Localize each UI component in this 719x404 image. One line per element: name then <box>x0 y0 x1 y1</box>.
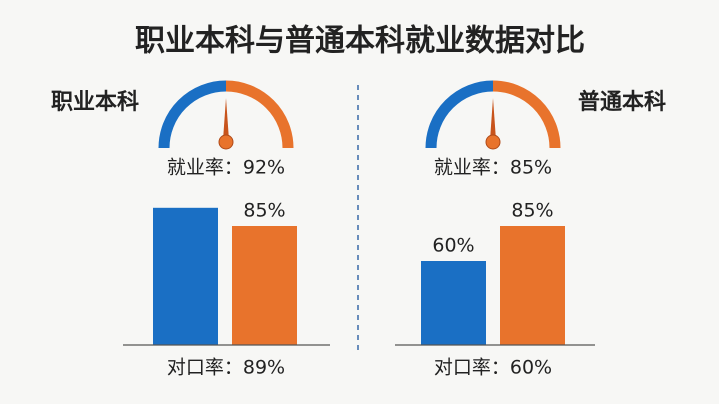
employment-rate: 就业率：85% <box>434 157 552 179</box>
gauge-hub <box>218 134 234 150</box>
match-rate: 对口率：89% <box>167 357 285 379</box>
bar-label: 60% <box>432 235 474 257</box>
gauge-hub <box>485 134 501 150</box>
gauge-arc-left <box>425 80 494 149</box>
panel-title: 普通本科 <box>578 89 666 115</box>
gauge-arc-right <box>492 80 561 149</box>
main-title: 职业本科与普通本科就业数据对比 <box>135 24 585 59</box>
bar-label: 85% <box>511 200 553 222</box>
gauge-needle <box>223 98 229 140</box>
employment-rate: 就业率：92% <box>167 157 285 179</box>
bar <box>421 261 486 345</box>
gauge-arc-left <box>158 80 227 149</box>
bar <box>232 226 297 345</box>
bar <box>500 226 565 345</box>
panel-title: 职业本科 <box>51 90 139 115</box>
gauge-needle <box>490 98 496 140</box>
bar <box>153 207 218 345</box>
match-rate: 对口率：60% <box>434 357 552 379</box>
gauge-arc-right <box>225 80 294 149</box>
bar-label: 85% <box>243 200 285 222</box>
